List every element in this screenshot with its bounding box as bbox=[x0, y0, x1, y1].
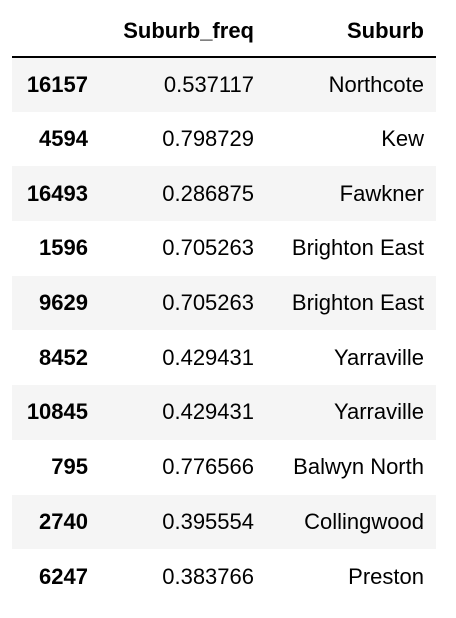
table-row: 795 0.776566 Balwyn North bbox=[12, 440, 436, 495]
suburb-freq-cell: 0.776566 bbox=[162, 454, 254, 480]
suburb-column-header: Suburb bbox=[347, 17, 424, 43]
suburb-freq-cell: 0.705263 bbox=[162, 290, 254, 316]
table-header: Suburb_freq Suburb bbox=[12, 5, 436, 57]
suburb-freq-column-header: Suburb_freq bbox=[123, 17, 254, 43]
table-row: 4594 0.798729 Kew bbox=[12, 112, 436, 167]
suburb-freq-cell: 0.798729 bbox=[162, 126, 254, 152]
table-row: 10845 0.429431 Yarraville bbox=[12, 385, 436, 440]
suburb-cell: Balwyn North bbox=[293, 454, 424, 480]
table-row: 6247 0.383766 Preston bbox=[12, 549, 436, 604]
row-index: 1596 bbox=[39, 235, 88, 261]
suburb-freq-cell: 0.429431 bbox=[162, 399, 254, 425]
row-index: 10845 bbox=[26, 399, 88, 425]
table-row: 8452 0.429431 Yarraville bbox=[12, 330, 436, 385]
row-index: 6247 bbox=[39, 563, 88, 589]
table-row: 16157 0.537117 Northcote bbox=[12, 57, 436, 112]
suburb-cell: Collingwood bbox=[304, 508, 424, 534]
dataframe-table: Suburb_freq Suburb 16157 0.537117 Northc… bbox=[12, 5, 436, 604]
header-row: Suburb_freq Suburb bbox=[12, 5, 436, 57]
suburb-cell: Yarraville bbox=[333, 344, 424, 370]
table-row: 2740 0.395554 Collingwood bbox=[12, 494, 436, 550]
suburb-cell: Fawkner bbox=[339, 180, 424, 206]
index-column-header bbox=[12, 5, 100, 57]
row-index: 16157 bbox=[26, 71, 88, 97]
suburb-freq-cell: 0.537117 bbox=[163, 71, 254, 97]
table-body: 16157 0.537117 Northcote 4594 0.798729 K… bbox=[12, 57, 436, 604]
suburb-freq-cell: 0.383766 bbox=[162, 563, 254, 589]
suburb-cell: Brighton East bbox=[291, 290, 424, 316]
suburb-freq-cell: 0.395554 bbox=[162, 508, 254, 534]
row-index: 4594 bbox=[39, 126, 88, 152]
suburb-cell: Yarraville bbox=[333, 399, 424, 425]
suburb-cell: Northcote bbox=[328, 71, 424, 97]
table-row: 9629 0.705263 Brighton East bbox=[12, 275, 436, 331]
table-row: 1596 0.705263 Brighton East bbox=[12, 221, 436, 276]
suburb-freq-cell: 0.286875 bbox=[162, 180, 254, 206]
row-index: 795 bbox=[51, 454, 88, 480]
row-index: 2740 bbox=[39, 508, 88, 534]
suburb-cell: Preston bbox=[348, 563, 424, 589]
row-index: 16493 bbox=[26, 180, 88, 206]
table-row: 16493 0.286875 Fawkner bbox=[12, 166, 436, 222]
suburb-freq-cell: 0.705263 bbox=[162, 235, 254, 261]
suburb-cell: Brighton East bbox=[291, 235, 424, 261]
suburb-freq-cell: 0.429431 bbox=[162, 344, 254, 370]
row-index: 9629 bbox=[39, 290, 88, 316]
suburb-cell: Kew bbox=[381, 126, 424, 152]
row-index: 8452 bbox=[39, 344, 88, 370]
